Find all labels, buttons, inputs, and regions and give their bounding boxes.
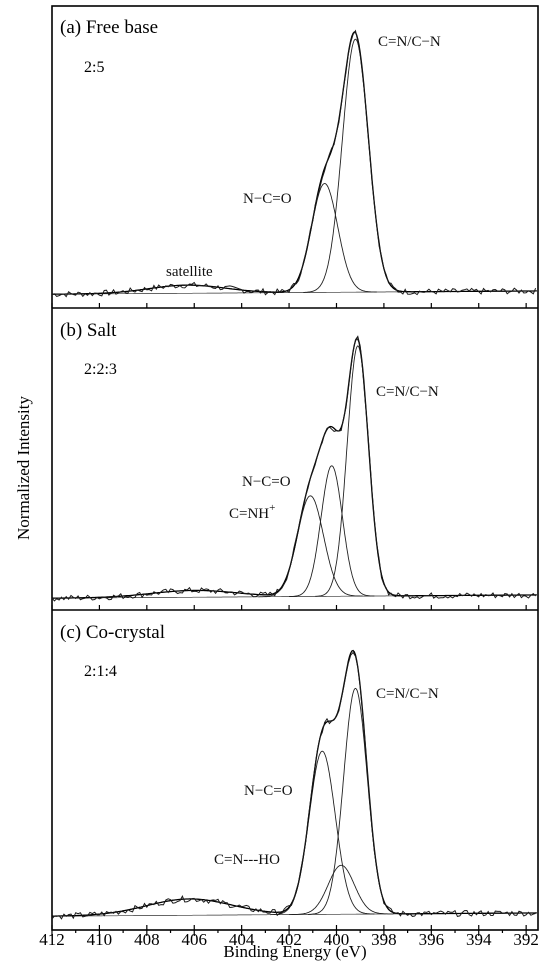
panel-b-peak-label-cn: C=N/C−N	[376, 384, 439, 400]
panel-b-title: (b) Salt	[60, 320, 117, 341]
panel-a-satellite-label: satellite	[166, 264, 213, 280]
panel-0-component-c-n-c-n	[303, 39, 407, 292]
panel-1-component-n-c-o	[289, 466, 374, 597]
panel-1-measured-spectrum	[52, 336, 536, 601]
panel-b-peak-label-cnh: C=NH+	[229, 502, 275, 522]
panel-c-peak-label-nco: N−C=O	[244, 783, 293, 799]
panel-c-ratio: 2:1:4	[84, 663, 117, 680]
panel-a-peak-label-nco: N−C=O	[243, 191, 292, 207]
panel-a-peak-label-cn: C=N/C−N	[378, 34, 441, 50]
x-tick-label-392: 392	[513, 930, 539, 949]
x-tick-label-412: 412	[39, 930, 65, 949]
panel-b-ratio: 2:2:3	[84, 361, 117, 378]
x-tick-label-398: 398	[371, 930, 397, 949]
panel-a-ratio: 2:5	[84, 59, 104, 76]
panel-2-component-c-n-c-n	[308, 688, 403, 914]
panel-c-peak-label-cnho: C=N---HO	[214, 852, 280, 868]
panel-c-title: (c) Co-crystal	[60, 622, 165, 643]
panel-b-peak-label-nco: N−C=O	[242, 474, 291, 490]
panel-c-peak-label-cn: C=N/C−N	[376, 686, 439, 702]
panel-salt: (b) Salt 2:2:3 C=N/C−N N−C=O C=NH+	[52, 320, 537, 610]
panel-b-cnh-text: C=NH	[229, 506, 269, 522]
y-axis-label: Normalized Intensity	[14, 396, 33, 540]
panel-free-base: (a) Free base 2:5 C=N/C−N N−C=O satellit…	[52, 17, 537, 308]
x-tick-label-396: 396	[419, 930, 445, 949]
panel-1-fit-envelope	[52, 339, 537, 599]
panel-b-curves	[52, 336, 537, 610]
x-axis-label: Binding Energy (eV)	[223, 942, 366, 961]
panel-0-fit-envelope	[52, 32, 537, 294]
panel-a-title: (a) Free base	[60, 17, 158, 38]
panel-2-component-n-c-o	[270, 751, 374, 915]
panel-2-measured-spectrum	[52, 653, 536, 919]
x-tick-label-406: 406	[181, 930, 207, 949]
plot-frame	[52, 6, 538, 930]
panel-0-measured-spectrum	[52, 31, 536, 297]
panel-c-curves	[52, 651, 537, 931]
panel-co-crystal: (c) Co-crystal 2:1:4 C=N/C−N N−C=O C=N--…	[52, 622, 537, 930]
x-tick-label-394: 394	[466, 930, 492, 949]
panel-b-cnh-superscript: +	[269, 502, 275, 514]
panel-a-curves	[52, 31, 537, 308]
x-tick-label-408: 408	[134, 930, 160, 949]
x-tick-label-410: 410	[87, 930, 113, 949]
panel-2-fit-envelope	[52, 651, 537, 917]
